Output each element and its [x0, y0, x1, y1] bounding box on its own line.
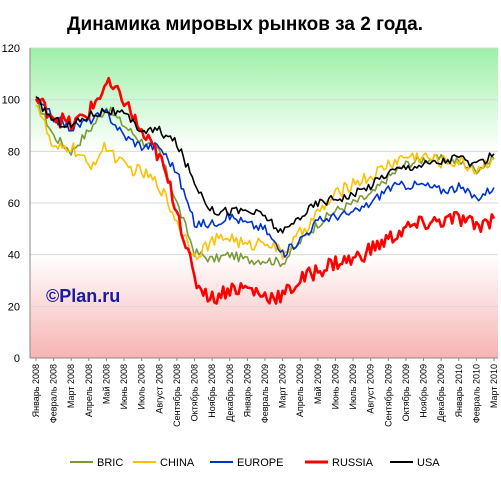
x-tick-label: Октябрь 2008	[190, 364, 200, 421]
x-tick-label: Февраль 2008	[49, 364, 59, 423]
series-line-russia	[34, 76, 496, 305]
x-tick-label: Июль 2008	[137, 364, 147, 409]
x-tick-label: Январь 2010	[454, 364, 464, 417]
x-tick-label: Июнь 2008	[119, 364, 129, 409]
x-tick-label: Ноябрь 2008	[207, 364, 217, 418]
x-tick-label: Декабрь 2008	[225, 364, 235, 422]
x-tick-label: Сентябрь 2009	[383, 364, 393, 427]
y-tick-label: 0	[14, 353, 20, 365]
x-tick-label: Февраль 2009	[260, 364, 270, 423]
x-tick-label: Май 2009	[313, 364, 323, 404]
chart-title: Динамика мировых рынков за 2 года.	[67, 14, 423, 35]
series-line-usa	[35, 96, 495, 234]
x-tick-label: Март 2010	[489, 364, 499, 408]
x-tick-label: Январь 2008	[31, 364, 41, 417]
series-line-china	[35, 104, 495, 261]
y-tick-label: 80	[8, 146, 20, 158]
x-tick-label: Февраль 2010	[471, 364, 481, 423]
x-tick-label: Август 2008	[154, 364, 164, 414]
x-tick-label: Май 2008	[101, 364, 111, 404]
legend-label-bric: BRIC	[97, 457, 123, 469]
x-tick-label: Март 2008	[66, 364, 76, 408]
x-tick-label: Октябрь 2009	[401, 364, 411, 421]
y-tick-label: 40	[8, 250, 20, 262]
legend-label-usa: USA	[417, 457, 440, 469]
x-tick-label: Январь 2009	[242, 364, 252, 417]
watermark-text: ©Plan.ru	[46, 286, 120, 306]
x-tick-label: Сентябрь 2008	[172, 364, 182, 427]
x-tick-label: Апрель 2009	[295, 364, 305, 417]
legend-label-russia: RUSSIA	[332, 457, 374, 469]
x-tick-label: Август 2009	[366, 364, 376, 414]
y-tick-label: 100	[2, 95, 20, 107]
legend-label-china: CHINA	[160, 457, 195, 469]
y-tick-label: 60	[8, 198, 20, 210]
legend-label-europe: EUROPE	[237, 457, 283, 469]
x-tick-label: Декабрь 2009	[436, 364, 446, 422]
y-tick-label: 120	[2, 43, 20, 55]
x-tick-label: Апрель 2008	[84, 364, 94, 417]
x-tick-label: Март 2009	[278, 364, 288, 408]
series-line-europe	[35, 97, 495, 258]
y-tick-label: 20	[8, 301, 20, 313]
x-tick-label: Июль 2009	[348, 364, 358, 409]
x-tick-label: Июнь 2009	[330, 364, 340, 409]
x-tick-label: Ноябрь 2009	[419, 364, 429, 418]
